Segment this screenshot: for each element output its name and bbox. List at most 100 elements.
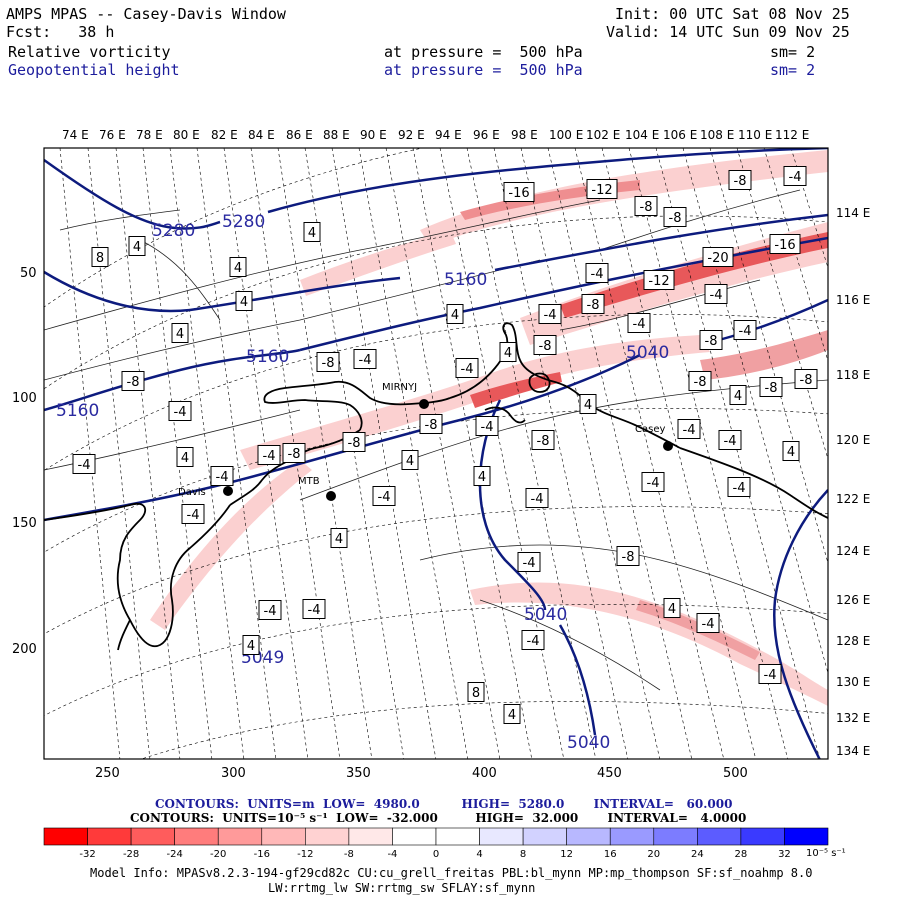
field1-name: Relative vorticity [8,43,171,61]
vorticity-label: -4 [724,434,737,449]
vorticity-label-box [699,330,723,350]
vorticity-label-box [229,257,247,277]
right-lon-label: 126 E [836,593,870,607]
top-lon-label: 76 E [99,128,126,142]
vorticity-label-box [419,414,443,434]
vorticity-label-box [128,236,146,256]
vorticity-label-box [91,247,109,267]
vorticity-label: 4 [508,708,516,723]
colorbar-swatch [522,827,567,846]
colorbar-tick: 32 [778,849,791,860]
vorticity-label-box [531,430,555,450]
top-lon-label: 100 E [549,128,583,142]
vort-band-southwest [150,460,312,630]
height-contour-5280-b [267,148,828,214]
top-lon-label: 78 E [136,128,163,142]
top-lon-label: 106 E [663,128,697,142]
colorbar-swatch [435,827,480,846]
vorticity-label: -4 [531,492,544,507]
colorbar-swatch [784,827,829,846]
vorticity-label-box [316,352,340,372]
vorticity-label: -8 [734,174,747,189]
vorticity-label: -4 [789,170,802,185]
field2-smooth: sm= 2 [770,61,816,79]
colorbar-tick: 0 [433,849,439,860]
vorticity-label-box [258,600,282,620]
field2-pressure: at pressure = 500 hPa [384,61,583,79]
model-info: Model Info: MPASv8.2.3-194-gf29cd82c CU:… [90,866,813,880]
vorticity-label-box [702,247,734,267]
top-lon-label: 96 E [473,128,500,142]
left-label-50: 50 [20,266,37,281]
colorbar-tick: -8 [344,849,354,860]
vorticity-label: -4 [633,317,646,332]
top-lon-label: 80 E [173,128,200,142]
vorticity-label-box [728,170,752,190]
vorticity-label-box [718,430,742,450]
vorticity-label-box [353,349,377,369]
vorticity-contours [44,189,828,691]
vorticity-label: 4 [335,532,343,547]
vorticity-label: -8 [800,373,813,388]
vorticity-label-box [525,488,549,508]
colorbar-swatch [740,827,785,846]
vort-core-east [560,232,828,318]
vorticity-label: -4 [263,449,276,464]
vorticity-label: -8 [127,375,140,390]
right-lon-label: 122 E [836,492,870,506]
right-longitude-labels: 114 E 116 E 118 E 120 E 122 E 124 E 126 E 128 E… [836,206,870,758]
map-frame [43,147,829,760]
colorbar-tick: 12 [560,849,573,860]
height-contour-5160-c [44,348,301,412]
vorticity-label-box [446,304,464,324]
vorticity-label: 4 [406,454,414,469]
vorticity-label-box [783,166,807,186]
height-contour-info: CONTOURS: UNITS=m LOW= 4980.0 HIGH= 5280… [155,797,733,811]
bottom-label-500: 500 [723,766,748,781]
vorticity-label: 4 [181,451,189,466]
top-lon-label: 90 E [360,128,387,142]
vorticity-label-box [517,552,541,572]
station-mtb-dot [326,491,336,501]
vorticity-label: -16 [508,186,529,201]
right-lon-label: 128 E [836,634,870,648]
vorticity-label-box [181,504,205,524]
vorticity-label-box [758,664,782,684]
top-lon-label: 98 E [511,128,538,142]
top-lon-label: 92 E [398,128,425,142]
vorticity-label: 4 [247,639,255,654]
field2-name: Geopotential height [8,61,180,79]
left-label-100: 100 [12,391,37,406]
coastline [44,322,828,651]
vorticity-label: -8 [539,339,552,354]
height-label-5040-a: 5040 [626,343,669,363]
vorticity-label-box [257,445,281,465]
height-label-5280-a: 5280 [152,221,195,241]
colorbar-unit: 10⁻⁵ s⁻¹ [806,848,846,859]
colorbar-swatch [43,827,88,846]
vorticity-label-box [585,263,609,283]
vorticity-label: -4 [591,267,604,282]
vorticity-label-box [616,546,640,566]
vorticity-label-box [210,466,234,486]
height-label-5160-c: 5160 [56,401,99,421]
top-lon-label: 104 E [625,128,659,142]
colorbar-swatch [261,827,306,846]
vorticity-label: -8 [622,550,635,565]
vorticity-label-box [733,320,757,340]
colorbar-tick: 4 [476,849,482,860]
vorticity-label-box [455,358,479,378]
height-label-5160-a: 5160 [444,270,487,290]
colorbar-tick: -20 [210,849,226,860]
colorbar-tick: 8 [520,849,526,860]
vorticity-label: 4 [451,308,459,323]
vorticity-label: -4 [187,508,200,523]
vorticity-label-box [663,207,687,227]
colorbar [43,827,829,846]
colorbar-swatch [130,827,175,846]
colorbar-swatch [348,827,393,846]
colorbar-swatch [653,827,698,846]
bottom-label-400: 400 [472,766,497,781]
vorticity-label: -4 [523,556,536,571]
vorticity-label: -4 [216,470,229,485]
